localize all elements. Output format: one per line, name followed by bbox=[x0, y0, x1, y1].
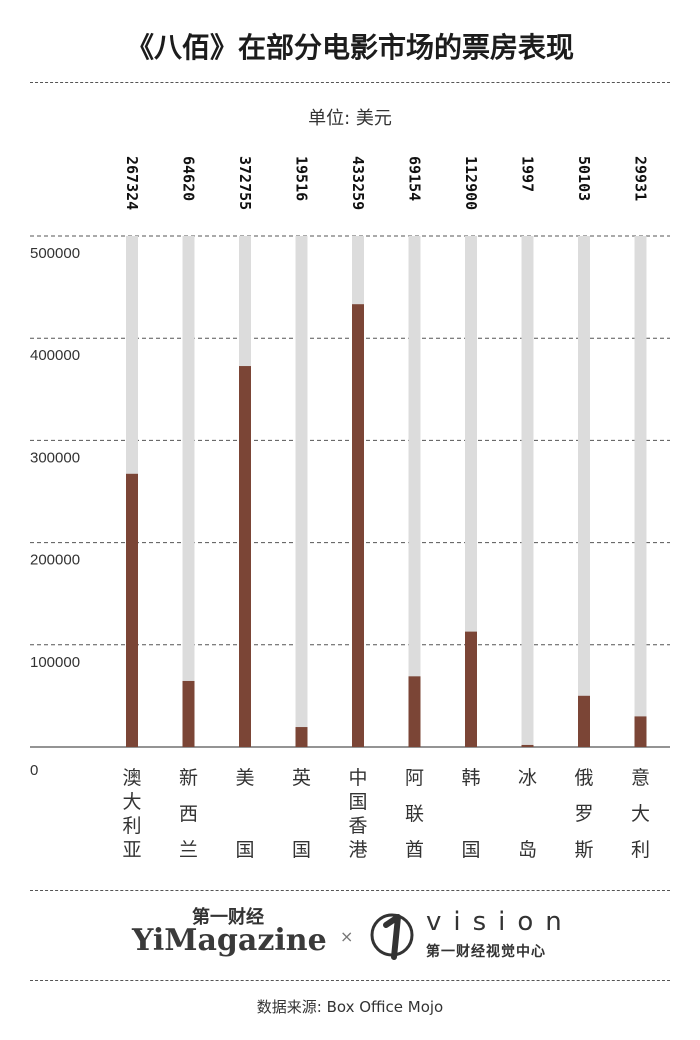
vision-logo-text: vision bbox=[426, 907, 574, 937]
bar bbox=[408, 676, 421, 747]
value-label: 19516 bbox=[293, 156, 311, 201]
chart-title: 《八佰》在部分电影市场的票房表现 bbox=[125, 31, 574, 64]
yimagazine-logo-cn: 第一财经 bbox=[192, 907, 264, 928]
y-tick-label: 0 bbox=[30, 762, 38, 779]
value-label: 267324 bbox=[123, 156, 141, 210]
value-label: 372755 bbox=[236, 156, 254, 210]
vision-logo: vision 第一财经视觉中心 bbox=[368, 907, 588, 967]
bar-track bbox=[465, 236, 477, 747]
unit-label: 单位: 美元 bbox=[308, 108, 392, 129]
bar-track bbox=[521, 236, 534, 747]
category-label: 中国香港 bbox=[348, 767, 367, 861]
y-axis-ticks: 0 100000 200000 300000 400000 500000 bbox=[30, 245, 80, 779]
value-label: 64620 bbox=[180, 156, 198, 201]
category-label: 冰岛 bbox=[518, 767, 537, 861]
bar bbox=[295, 727, 308, 747]
value-label: 69154 bbox=[406, 156, 424, 201]
bar-tracks bbox=[126, 236, 647, 747]
category-label: 韩国 bbox=[461, 767, 480, 861]
value-label: 29931 bbox=[632, 156, 650, 201]
category-label: 新西兰 bbox=[179, 767, 198, 861]
value-label: 433259 bbox=[349, 156, 367, 210]
y-tick-label: 500000 bbox=[30, 245, 80, 262]
bar-track bbox=[578, 236, 590, 747]
category-label: 澳大利亚 bbox=[122, 767, 141, 861]
category-label: 俄罗斯 bbox=[574, 767, 593, 861]
footer-divider bbox=[30, 980, 670, 981]
source-note: 数据来源: Box Office Mojo bbox=[256, 998, 444, 1016]
bar-track bbox=[634, 236, 647, 747]
logo-area: 第一财经 YiMagazine × vision 第一财经视觉中心 bbox=[0, 895, 700, 975]
bar bbox=[521, 744, 534, 747]
bar bbox=[239, 366, 251, 747]
vision-logo-cn: 第一财经视觉中心 bbox=[426, 944, 546, 960]
y-tick-label: 200000 bbox=[30, 552, 80, 569]
logo-separator: × bbox=[340, 927, 354, 946]
y-tick-label: 300000 bbox=[30, 449, 80, 466]
bar bbox=[126, 473, 138, 747]
category-label: 英国 bbox=[292, 767, 311, 861]
category-label: 阿联酋 bbox=[405, 767, 424, 861]
value-label: 112900 bbox=[462, 156, 480, 210]
bar bbox=[634, 716, 647, 747]
value-labels: 267324 64620 372755 19516 433259 69154 112900 1… bbox=[123, 156, 650, 210]
category-label: 美国 bbox=[235, 767, 254, 861]
value-label: 1997 bbox=[519, 156, 537, 192]
bar-track bbox=[182, 236, 195, 747]
bar bbox=[465, 631, 477, 747]
bar bbox=[352, 304, 364, 747]
top-divider bbox=[30, 82, 670, 83]
value-label: 50103 bbox=[575, 156, 593, 201]
category-label: 意大利 bbox=[631, 767, 650, 861]
y-tick-label: 400000 bbox=[30, 347, 80, 364]
yimagazine-logo: YiMagazine bbox=[132, 923, 327, 958]
bar bbox=[182, 680, 195, 747]
bar-track bbox=[408, 236, 421, 747]
bar-track bbox=[295, 236, 308, 747]
vision-emblem-icon bbox=[370, 913, 414, 960]
bars bbox=[126, 304, 647, 747]
bar bbox=[578, 695, 590, 747]
bottom-divider bbox=[30, 890, 670, 891]
y-tick-label: 100000 bbox=[30, 654, 80, 671]
